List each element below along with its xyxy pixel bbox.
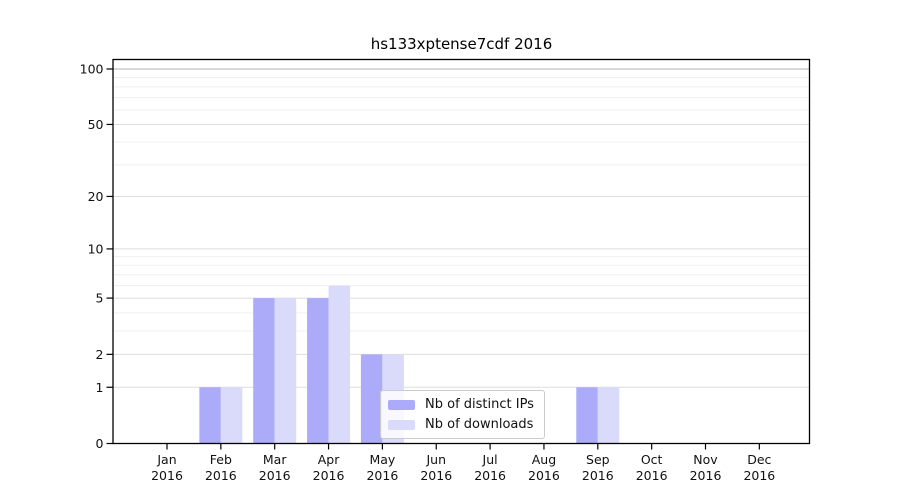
x-tick-label-year: 2016 (259, 468, 291, 483)
x-tick-label-month: Feb (210, 452, 232, 467)
y-tick-label: 0 (96, 436, 104, 451)
x-tick-label-year: 2016 (582, 468, 614, 483)
x-tick-label-year: 2016 (366, 468, 398, 483)
x-tick-label-month: May (369, 452, 395, 467)
legend-item-downloads: Nb of downloads (388, 415, 537, 435)
x-tick-label-month: Nov (693, 452, 718, 467)
x-tick-label-month: Aug (532, 452, 556, 467)
y-tick-label: 20 (88, 189, 104, 204)
bar-mar-downloads (274, 298, 297, 444)
x-tick-label-year: 2016 (474, 468, 506, 483)
x-tick-label-year: 2016 (690, 468, 722, 483)
bar-feb-distinct-ips (199, 387, 221, 444)
legend-swatch-downloads (388, 419, 415, 431)
x-tick-label-month: Dec (747, 452, 771, 467)
y-tick-label: 50 (88, 117, 104, 132)
bar-sep-distinct-ips (576, 387, 598, 444)
bar-mar-distinct-ips (253, 298, 275, 444)
legend-label-downloads: Nb of downloads (425, 417, 534, 432)
legend-item-distinct-ips: Nb of distinct IPs (388, 395, 537, 415)
x-tick-label-month: Jan (156, 452, 176, 467)
y-tick-label: 10 (88, 241, 104, 256)
y-tick-label: 5 (96, 291, 104, 306)
x-tick-label-month: Mar (263, 452, 287, 467)
x-tick-label-year: 2016 (151, 468, 183, 483)
x-tick-label-month: Jun (425, 452, 446, 467)
y-tick-label: 100 (80, 61, 104, 76)
x-tick-label-year: 2016 (313, 468, 345, 483)
bar-apr-distinct-ips (307, 298, 329, 444)
bar-sep-downloads (597, 387, 620, 444)
x-tick-label-year: 2016 (528, 468, 560, 483)
chart-title: hs133xptense7cdf 2016 (370, 35, 553, 53)
x-tick-label-month: Jul (482, 452, 498, 467)
y-tick-label: 1 (96, 380, 104, 395)
bar-feb-downloads (220, 387, 243, 444)
x-tick-label-month: Oct (641, 452, 663, 467)
legend-swatch-distinct-ips (388, 399, 415, 411)
x-tick-label-year: 2016 (636, 468, 668, 483)
y-tick-label: 2 (96, 347, 104, 362)
bar-may-distinct-ips (360, 354, 383, 444)
x-tick-label-year: 2016 (743, 468, 775, 483)
plot-border (112, 58, 811, 445)
legend: Nb of distinct IPs Nb of downloads (380, 390, 545, 439)
bar-apr-downloads (328, 285, 351, 444)
x-tick-label-month: Sep (586, 452, 610, 467)
x-tick-label-month: Apr (318, 452, 340, 467)
legend-label-distinct-ips: Nb of distinct IPs (425, 397, 534, 412)
x-tick-label-year: 2016 (420, 468, 452, 483)
x-tick-label-year: 2016 (205, 468, 237, 483)
